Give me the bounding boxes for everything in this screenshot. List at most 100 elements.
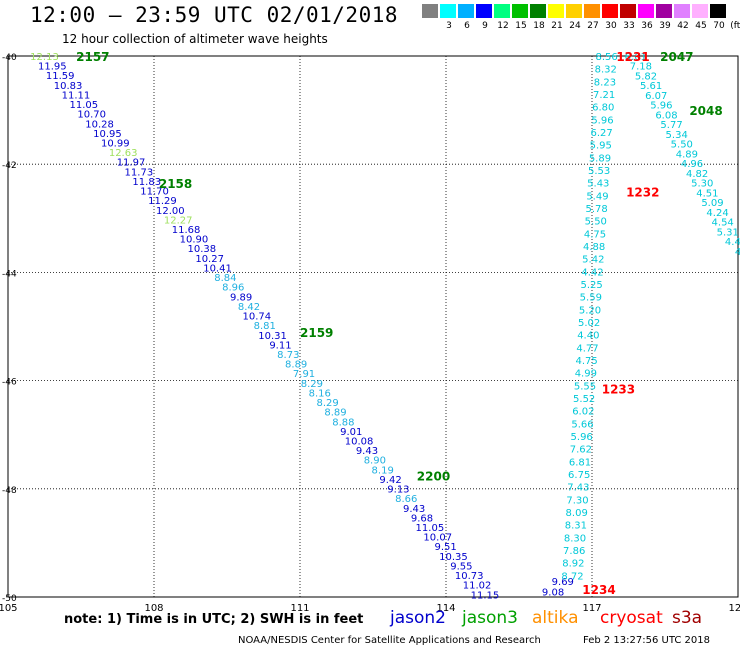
wave-height-value: 8.66 [395, 494, 417, 505]
legend-label: 33 [623, 21, 635, 31]
wave-height-value: 4.99 [575, 369, 597, 380]
lon-tick-label: 108 [144, 603, 163, 614]
wave-height-value: 6.08 [655, 110, 677, 121]
wave-height-value: 10.83 [54, 81, 83, 92]
wave-height-value: 5.77 [660, 120, 682, 131]
wave-height-value: 10.99 [101, 139, 130, 150]
wave-height-value: 11.11 [62, 90, 91, 101]
wave-height-value: 5.53 [588, 166, 610, 177]
wave-height-value: 5.49 [586, 191, 608, 202]
wave-height-value: 5.43 [587, 179, 609, 190]
pass-number-label: 1231 [616, 50, 649, 64]
wave-height-value: 5.30 [691, 179, 713, 190]
wave-height-value: 8.92 [562, 559, 584, 570]
wave-height-value: 8.90 [364, 456, 386, 467]
wave-height-value: 6.75 [568, 470, 590, 481]
wave-height-value: 8.81 [254, 321, 276, 332]
wave-height-value: 10.35 [439, 552, 468, 563]
pass-number-label: 2048 [689, 104, 722, 118]
wave-height-value: 5.96 [650, 101, 672, 112]
lat-tick-label: -42 [2, 161, 17, 171]
wave-height-value: 9.89 [230, 292, 252, 303]
wave-height-value: 4.82 [686, 169, 708, 180]
wave-height-value: 12.63 [109, 148, 138, 159]
wave-height-value: 4.4 [725, 237, 740, 248]
legend-label: 15 [515, 21, 527, 31]
wave-height-value: 8.73 [277, 350, 299, 361]
wave-height-value: 10.74 [243, 312, 272, 323]
wave-height-value: 9.43 [356, 446, 378, 457]
pass-number-label: 2200 [417, 469, 450, 483]
lat-tick-label: -50 [2, 594, 17, 604]
wave-height-value: 8.56 [595, 52, 617, 63]
legend-label: 45 [695, 21, 707, 31]
wave-height-value: 7.18 [630, 62, 652, 73]
wave-height-value: 9.51 [434, 542, 456, 553]
wave-height-value: 6.80 [592, 103, 614, 114]
wave-height-value: 7.30 [566, 495, 588, 506]
wave-height-value: 7.91 [293, 369, 315, 380]
wave-height-value: 6.27 [590, 128, 612, 139]
wave-height-value: 10.73 [455, 571, 484, 582]
wave-height-value: 12.13 [30, 52, 59, 63]
pass-number-label: 2158 [159, 177, 192, 191]
wave-height-value: 11.97 [117, 158, 146, 169]
wave-height-value: 5.89 [589, 153, 611, 164]
wave-height-value: 10.31 [258, 331, 287, 342]
wave-height-value: 7.21 [593, 90, 615, 101]
wave-height-value: 9.13 [387, 485, 409, 496]
wave-height-value: 11.68 [172, 225, 201, 236]
wave-height-value: 4 [735, 247, 740, 258]
legend-swatch [692, 4, 708, 18]
wave-height-value: 11.02 [463, 581, 492, 592]
lat-tick-label: -46 [2, 378, 17, 388]
lon-tick-label: 117 [582, 603, 601, 614]
wave-height-value: 5.96 [571, 432, 593, 443]
legend-swatch [602, 4, 618, 18]
wave-height-value: 4.40 [577, 331, 599, 342]
wave-height-value: 5.25 [581, 280, 603, 291]
legend-swatch [710, 4, 726, 18]
wave-height-value: 10.08 [345, 436, 374, 447]
wave-height-value: 11.73 [125, 167, 154, 178]
legend-swatch [566, 4, 582, 18]
wave-height-value: 4.89 [676, 149, 698, 160]
legend-label: 24 [569, 21, 581, 31]
wave-height-value: 8.16 [309, 388, 331, 399]
wave-height-value: 11.83 [132, 177, 161, 188]
wave-height-value: 8.09 [566, 508, 588, 519]
wave-height-value: 4.24 [706, 208, 728, 219]
legend-label: 30 [605, 21, 617, 31]
lon-tick-label: 114 [436, 603, 455, 614]
wave-height-value: 10.41 [203, 263, 232, 274]
legend-swatch [548, 4, 564, 18]
wave-height-value: 5.59 [580, 293, 602, 304]
lat-tick-label: -48 [2, 486, 17, 496]
wave-height-value: 4.51 [696, 188, 718, 199]
wave-height-value: 6.07 [645, 91, 667, 102]
wave-height-value: 8.42 [238, 302, 260, 313]
wave-height-value: 5.02 [578, 318, 600, 329]
legend-unit: (ft) [730, 21, 740, 31]
wave-height-value: 9.01 [340, 427, 362, 438]
wave-height-value: 9.68 [411, 513, 433, 524]
wave-height-value: 4.88 [583, 242, 605, 253]
wave-height-value: 5.20 [579, 305, 601, 316]
pass-number-label: 1234 [582, 583, 615, 597]
legend-swatch [674, 4, 690, 18]
satellite-name-cryosat: cryosat [600, 608, 663, 628]
wave-height-value: 9.11 [269, 340, 291, 351]
wave-height-value: 10.90 [180, 235, 209, 246]
wave-height-value: 6.02 [572, 407, 594, 418]
legend-label: 39 [659, 21, 671, 31]
legend-label: 12 [497, 21, 509, 31]
legend-swatch [638, 4, 654, 18]
lon-tick-label: 120 [728, 603, 740, 614]
legend-label: 9 [482, 21, 488, 31]
legend-swatch [512, 4, 528, 18]
wave-height-value: 10.95 [93, 129, 122, 140]
pass-number-label: 2047 [660, 50, 693, 64]
wave-height-value: 5.78 [585, 204, 607, 215]
wave-height-value: 5.96 [591, 115, 613, 126]
wave-height-value: 11.59 [46, 71, 75, 82]
